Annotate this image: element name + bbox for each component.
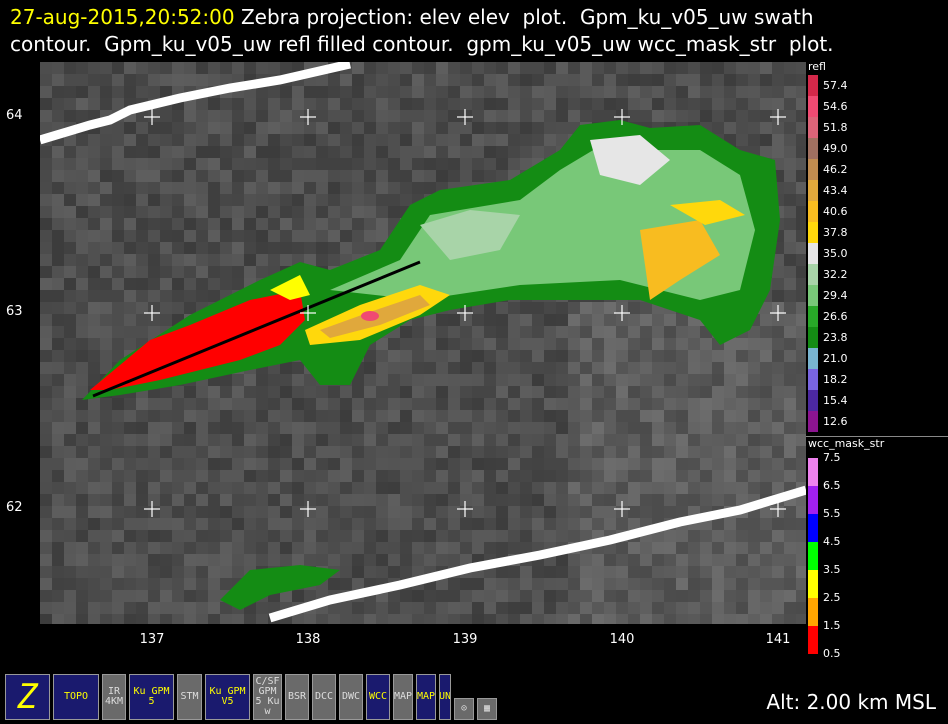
title-line2: contour. Gpm_ku_v05_uw refl filled conto…: [10, 32, 834, 56]
legend-swatch: [808, 138, 818, 159]
title-line1: Zebra projection: elev elev plot. Gpm_ku…: [234, 5, 814, 29]
legend-swatch: [808, 285, 818, 306]
legend-swatch: [808, 458, 818, 486]
legend-label: 29.4: [823, 289, 848, 302]
bsr-icon[interactable]: BSR: [285, 674, 309, 720]
legend-label: 21.0: [823, 352, 848, 365]
grid-crosses: [144, 109, 786, 517]
grid-icon[interactable]: ▦: [477, 698, 497, 720]
csf-icon[interactable]: C/SF GPM 5 Ku w: [253, 674, 282, 720]
legend-label: 3.5: [823, 563, 841, 576]
legend-swatch: [808, 180, 818, 201]
legend-swatch: [808, 514, 818, 542]
legend-label: 23.8: [823, 331, 848, 344]
dcc-icon[interactable]: DCC: [312, 674, 336, 720]
lat-label-63: 63: [6, 304, 23, 319]
swath-lines: [40, 62, 806, 623]
gpm-ku-icon[interactable]: Ku GPM 5: [129, 674, 174, 720]
stm-icon[interactable]: STM: [177, 674, 202, 720]
circle-icon[interactable]: ⊙: [454, 698, 474, 720]
topo-icon[interactable]: TOPO: [53, 674, 99, 720]
wcc-legend-title: wcc_mask_str: [808, 437, 885, 450]
lon-label-138: 138: [295, 632, 321, 647]
map-yellow-icon[interactable]: MAP: [416, 674, 436, 720]
legend-label: 43.4: [823, 184, 848, 197]
legend-swatch: [808, 117, 818, 138]
legend-label: 0.5: [823, 647, 841, 660]
legend-swatch: [808, 327, 818, 348]
legend-swatch: [808, 626, 818, 654]
refl-white: [590, 135, 670, 185]
lat-label-62: 62: [6, 500, 23, 515]
legend-swatch: [808, 201, 818, 222]
legend-swatch: [808, 411, 818, 432]
map-grey-icon[interactable]: MAP: [393, 674, 413, 720]
legend-label: 54.6: [823, 100, 848, 113]
legend-label: 6.5: [823, 479, 841, 492]
wcc-icon[interactable]: WCC: [366, 674, 390, 720]
refl-max: [361, 311, 379, 321]
ir-icon[interactable]: IR 4KM: [102, 674, 126, 720]
refl-legend-title: refl: [808, 60, 826, 73]
plot-title: 27-aug-2015,20:52:00 Zebra projection: e…: [10, 4, 834, 58]
legend-swatch: [808, 243, 818, 264]
legend-swatch: [808, 306, 818, 327]
legend-swatch: [808, 486, 818, 514]
legend-label: 46.2: [823, 163, 848, 176]
legend-label: 4.5: [823, 535, 841, 548]
legend-swatch: [808, 348, 818, 369]
cross-section-line: [92, 260, 421, 398]
legend-label: 15.4: [823, 394, 848, 407]
dwc-icon[interactable]: DWC: [339, 674, 363, 720]
legend-label: 1.5: [823, 619, 841, 632]
legend-label: 12.6: [823, 415, 848, 428]
gpm-ku-v5-icon[interactable]: Ku GPM V5: [205, 674, 250, 720]
lon-label-141: 141: [765, 632, 791, 647]
legend-divider: [806, 436, 948, 437]
legend-swatch: [808, 159, 818, 180]
legend-label: 51.8: [823, 121, 848, 134]
legend-label: 2.5: [823, 591, 841, 604]
legend-label: 26.6: [823, 310, 848, 323]
legend-label: 57.4: [823, 79, 848, 92]
swath-north: [40, 62, 352, 145]
legend-swatch: [808, 542, 818, 570]
legend-label: 7.5: [823, 451, 841, 464]
legend-label: 35.0: [823, 247, 848, 260]
lat-label-64: 64: [6, 108, 23, 123]
zebra-icon[interactable]: Z: [5, 674, 50, 720]
refl-yellow-3: [670, 200, 745, 225]
legend-label: 32.2: [823, 268, 848, 281]
wcc-yellow-edge: [270, 275, 310, 300]
legend-label: 18.2: [823, 373, 848, 386]
legend-swatch: [808, 75, 818, 96]
refl-yellow-2: [640, 220, 720, 300]
refl-south-cell: [220, 565, 340, 610]
swath-south: [268, 485, 806, 623]
lon-label-140: 140: [609, 632, 635, 647]
legend-swatch: [808, 390, 818, 411]
legend-swatch: [808, 570, 818, 598]
legend-label: 49.0: [823, 142, 848, 155]
lon-label-137: 137: [139, 632, 165, 647]
altitude-readout: Alt: 2.00 km MSL: [766, 690, 936, 714]
bounds-icon[interactable]: BOUNDS: [439, 674, 451, 720]
legend-label: 40.6: [823, 205, 848, 218]
legend-label: 5.5: [823, 507, 841, 520]
legend-swatch: [808, 96, 818, 117]
map-svg: [40, 62, 806, 624]
legend-swatch: [808, 222, 818, 243]
lon-label-139: 139: [452, 632, 478, 647]
wcc-red-area: [90, 290, 305, 390]
legend-swatch: [808, 264, 818, 285]
refl-pale: [420, 210, 520, 260]
timestamp: 27-aug-2015,20:52:00: [10, 5, 235, 29]
legend-swatch: [808, 598, 818, 626]
map-plot[interactable]: [40, 62, 806, 624]
legend-label: 37.8: [823, 226, 848, 239]
legend-swatch: [808, 369, 818, 390]
